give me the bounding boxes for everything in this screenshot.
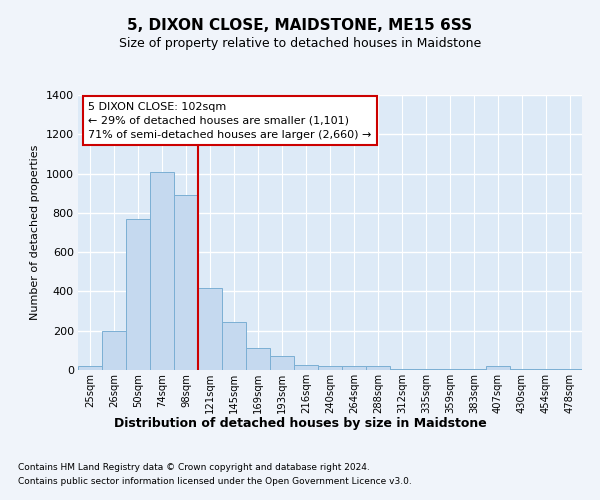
Bar	[102, 330, 126, 370]
Bar	[198, 288, 222, 370]
Bar	[390, 369, 414, 370]
Text: 5, DIXON CLOSE, MAIDSTONE, ME15 6SS: 5, DIXON CLOSE, MAIDSTONE, ME15 6SS	[127, 18, 473, 32]
Bar	[126, 219, 150, 370]
Bar	[318, 366, 342, 370]
Bar	[486, 366, 510, 370]
Y-axis label: Number of detached properties: Number of detached properties	[30, 145, 40, 320]
Bar	[342, 366, 366, 370]
Bar	[246, 348, 270, 370]
Text: Contains HM Land Registry data © Crown copyright and database right 2024.: Contains HM Land Registry data © Crown c…	[18, 462, 370, 471]
Bar	[174, 195, 198, 370]
Bar	[366, 366, 390, 370]
Text: Contains public sector information licensed under the Open Government Licence v3: Contains public sector information licen…	[18, 478, 412, 486]
Bar	[150, 172, 174, 370]
Bar	[222, 322, 246, 370]
Text: Size of property relative to detached houses in Maidstone: Size of property relative to detached ho…	[119, 38, 481, 51]
Bar	[294, 365, 318, 370]
Text: 5 DIXON CLOSE: 102sqm
← 29% of detached houses are smaller (1,101)
71% of semi-d: 5 DIXON CLOSE: 102sqm ← 29% of detached …	[88, 102, 371, 140]
Text: Distribution of detached houses by size in Maidstone: Distribution of detached houses by size …	[113, 418, 487, 430]
Bar	[78, 366, 102, 370]
Bar	[270, 356, 294, 370]
